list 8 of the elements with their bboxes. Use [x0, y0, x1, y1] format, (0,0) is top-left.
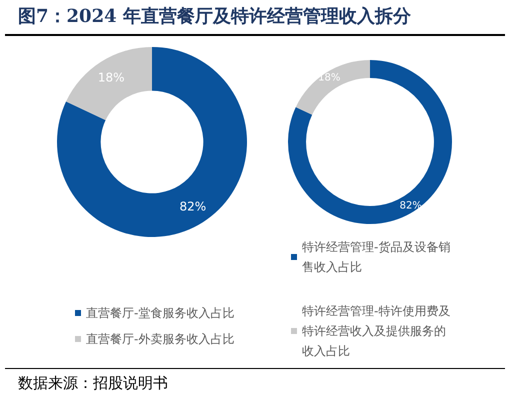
source-note: 数据来源：招股说明书 [18, 374, 168, 393]
legend-label: 特许经营管理-特许使用费及特许经营收入及提供服务的收入占比 [302, 304, 450, 358]
data-label: 82% [179, 199, 206, 214]
legend-label: 特许经营管理-货品及设备销售收入占比 [302, 240, 450, 274]
legend-label: 直营餐厅-外卖服务收入占比 [86, 332, 234, 346]
legend-label: 直营餐厅-堂食服务收入占比 [86, 306, 234, 320]
chart-title: 图7：2024 年直营餐厅及特许经营管理收入拆分 [18, 5, 411, 28]
data-label: 82% [400, 200, 422, 212]
